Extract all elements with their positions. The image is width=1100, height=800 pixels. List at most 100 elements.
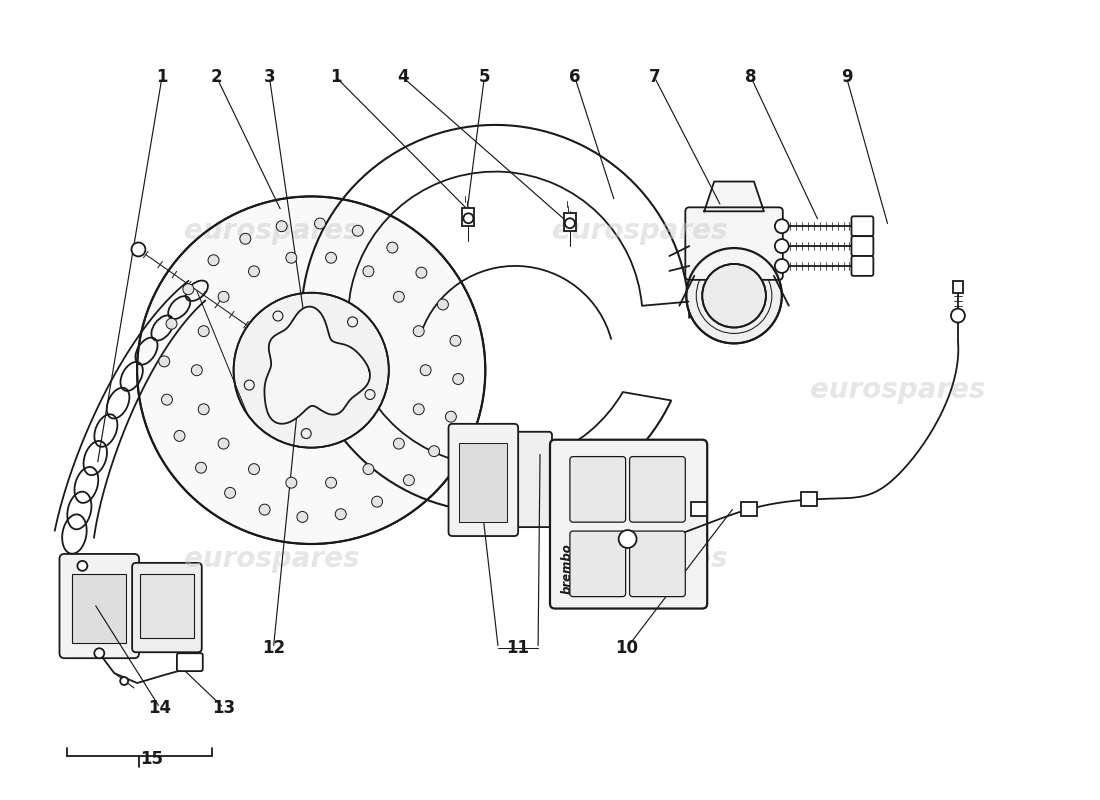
- Circle shape: [352, 226, 363, 236]
- Bar: [73, 574, 126, 643]
- Circle shape: [233, 293, 388, 448]
- Circle shape: [463, 214, 473, 223]
- Circle shape: [414, 404, 425, 414]
- Text: 13: 13: [212, 699, 235, 717]
- Circle shape: [315, 218, 326, 229]
- Polygon shape: [264, 306, 370, 424]
- Circle shape: [363, 266, 374, 277]
- Circle shape: [286, 252, 297, 263]
- Text: 10: 10: [615, 639, 638, 658]
- Circle shape: [77, 561, 87, 571]
- Circle shape: [191, 365, 202, 376]
- Circle shape: [429, 446, 440, 457]
- Text: 3: 3: [264, 68, 275, 86]
- Text: 15: 15: [141, 750, 164, 769]
- Bar: [462, 208, 474, 226]
- Circle shape: [218, 438, 229, 449]
- Circle shape: [453, 374, 464, 385]
- Bar: [691, 502, 707, 516]
- Circle shape: [336, 509, 346, 520]
- FancyBboxPatch shape: [851, 256, 873, 276]
- Circle shape: [387, 242, 398, 253]
- Text: 5: 5: [478, 68, 491, 86]
- Circle shape: [174, 430, 185, 442]
- Text: eurospares: eurospares: [811, 376, 986, 404]
- FancyBboxPatch shape: [550, 440, 707, 609]
- FancyBboxPatch shape: [570, 457, 626, 522]
- Circle shape: [420, 365, 431, 376]
- FancyBboxPatch shape: [449, 424, 518, 536]
- Circle shape: [702, 264, 766, 327]
- Circle shape: [276, 221, 287, 232]
- Circle shape: [394, 291, 405, 302]
- Text: 14: 14: [148, 699, 172, 717]
- Text: 9: 9: [840, 68, 852, 86]
- Circle shape: [162, 394, 173, 405]
- Circle shape: [774, 239, 789, 253]
- Text: 6: 6: [569, 68, 581, 86]
- Bar: [564, 214, 576, 231]
- Circle shape: [394, 438, 405, 449]
- FancyBboxPatch shape: [514, 432, 552, 527]
- Circle shape: [565, 218, 575, 228]
- Circle shape: [120, 677, 128, 685]
- FancyBboxPatch shape: [629, 457, 685, 522]
- Circle shape: [404, 474, 415, 486]
- Circle shape: [363, 464, 374, 474]
- Text: 8: 8: [745, 68, 757, 86]
- FancyBboxPatch shape: [570, 531, 626, 597]
- Circle shape: [774, 219, 789, 233]
- Text: 4: 4: [397, 68, 408, 86]
- FancyBboxPatch shape: [685, 207, 783, 280]
- Text: eurospares: eurospares: [184, 217, 360, 245]
- Circle shape: [618, 530, 637, 548]
- Circle shape: [244, 380, 254, 390]
- FancyBboxPatch shape: [177, 654, 202, 671]
- Circle shape: [240, 234, 251, 244]
- Polygon shape: [704, 182, 763, 211]
- Circle shape: [183, 284, 194, 294]
- FancyBboxPatch shape: [132, 563, 201, 652]
- Text: 2: 2: [211, 68, 222, 86]
- Bar: [741, 502, 757, 516]
- Circle shape: [348, 317, 358, 327]
- Circle shape: [208, 254, 219, 266]
- Text: eurospares: eurospares: [552, 217, 727, 245]
- Text: 1: 1: [330, 68, 342, 86]
- Circle shape: [365, 390, 375, 399]
- FancyBboxPatch shape: [851, 216, 873, 236]
- Bar: [953, 281, 962, 293]
- Circle shape: [952, 309, 965, 322]
- Circle shape: [166, 318, 177, 329]
- Text: 7: 7: [649, 68, 660, 86]
- Text: 1: 1: [156, 68, 167, 86]
- Circle shape: [416, 267, 427, 278]
- Bar: [460, 442, 507, 522]
- Circle shape: [138, 197, 485, 544]
- Text: eurospares: eurospares: [184, 545, 360, 573]
- Circle shape: [774, 259, 789, 273]
- Circle shape: [301, 429, 311, 438]
- Circle shape: [297, 511, 308, 522]
- Circle shape: [686, 248, 782, 343]
- Text: brembo: brembo: [560, 543, 573, 594]
- Text: 11: 11: [507, 639, 530, 658]
- Circle shape: [249, 464, 260, 474]
- Circle shape: [198, 404, 209, 414]
- Bar: [801, 492, 816, 506]
- Circle shape: [326, 478, 337, 488]
- Circle shape: [450, 335, 461, 346]
- Circle shape: [198, 326, 209, 337]
- Circle shape: [224, 487, 235, 498]
- Bar: [140, 574, 194, 638]
- Circle shape: [260, 504, 271, 515]
- FancyBboxPatch shape: [59, 554, 139, 658]
- Circle shape: [446, 411, 456, 422]
- Circle shape: [218, 291, 229, 302]
- Circle shape: [372, 496, 383, 507]
- Circle shape: [158, 356, 169, 367]
- Text: eurospares: eurospares: [552, 545, 727, 573]
- Circle shape: [132, 242, 145, 257]
- Circle shape: [414, 326, 425, 337]
- Circle shape: [95, 648, 104, 658]
